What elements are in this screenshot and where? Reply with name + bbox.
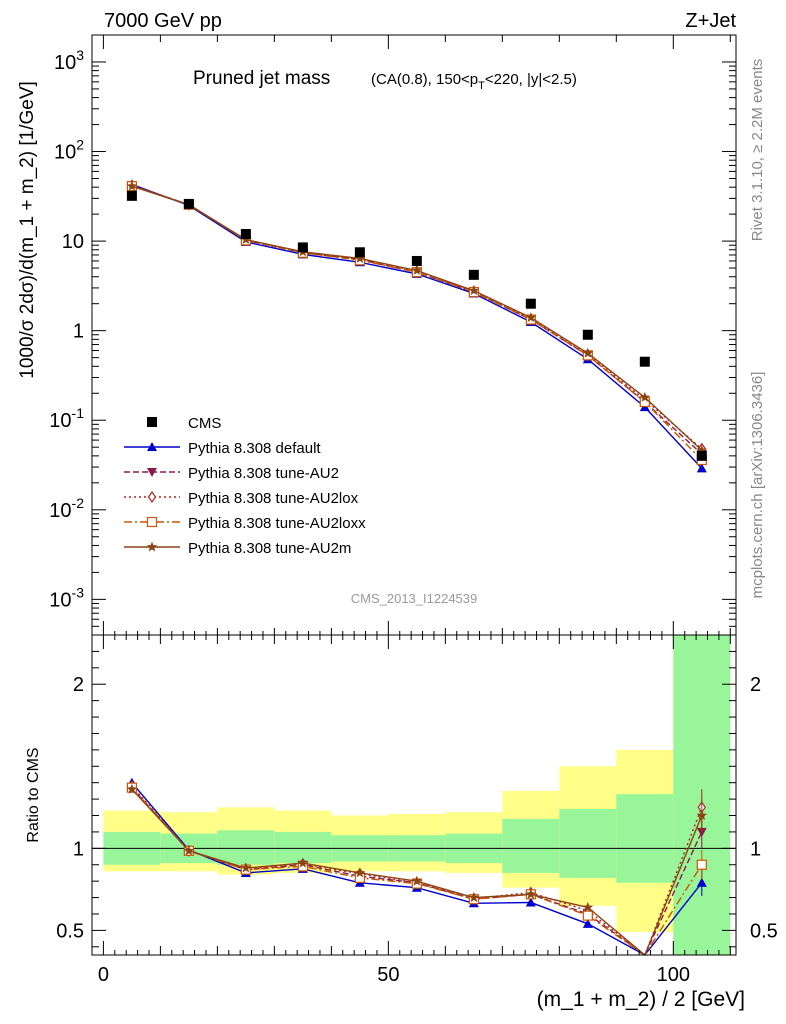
ratio-point-4-1 [183,845,195,856]
cms-point-2 [240,229,251,240]
ratio-ytick-label-right-0: 0.5 [750,920,778,942]
ratio-ytick-label-left-0: 0.5 [56,920,84,942]
main-point-4-8 [582,347,594,358]
ratio-point-4-2 [240,862,252,873]
cms-point-10 [696,450,707,461]
ratio-point-0-8 [582,918,593,928]
legend-label-1: Pythia 8.308 default [188,440,321,457]
main-point-4-9 [639,391,650,402]
cms-point-6 [468,269,479,280]
ratio-frame [91,634,737,956]
x-tick-label-1: 50 [377,964,399,986]
legend-marker-cms [147,417,157,427]
main-ytick-label-5: 102 [54,137,84,164]
ratio-point-4-5 [411,875,423,886]
legend-label-4: Pythia 8.308 tune-AU2loxx [188,515,366,532]
ratio-point-4-7 [525,888,537,899]
legend-marker-4 [146,516,158,528]
mcplots-label: mcplots.cern.ch [arXiv:1306.3436] [749,372,766,599]
cms-point-7 [525,298,536,309]
ratio-band-inner-8 [559,808,617,878]
cms-point-1 [183,198,194,209]
ratio-point-3-8 [582,910,593,921]
ratio-line-3 [131,787,703,956]
legend-marker-5 [146,541,158,552]
ratio-band-inner-7 [502,818,560,873]
main-point-4-4 [354,253,366,263]
main-ytick-label-1: 10-2 [49,495,84,522]
ratio-panel: 0.5 0.5 1 1 2 2 0 50 100 Ratio to CMS (m_1 + m_… [25,634,778,1011]
ratio-point-4-4 [354,867,366,878]
main-watermark: CMS_2013_I1224539 [351,591,478,606]
main-line-3 [131,185,703,461]
main-point-4-6 [468,285,480,296]
ratio-band-inner-2 [217,830,275,865]
main-ytick-label-0: 10-3 [49,584,84,611]
rivet-label: Rivet 3.1.10, ≥ 2.2M events [749,59,766,242]
legend-label-5: Pythia 8.308 tune-AU2m [188,540,351,557]
ratio-point-1-10 [696,827,707,837]
cms-point-9 [639,356,650,367]
main-point-4-10 [696,444,707,455]
ratio-point-4-10 [696,810,707,820]
main-ytick-label-6: 103 [54,47,84,74]
legend-label-0: CMS [188,415,221,432]
main-title-text: Pruned jet mass [193,68,330,89]
ratio-point-4-3 [297,857,309,868]
main-point-4-7 [525,312,537,322]
main-point-0-10 [696,463,707,473]
main-line-2 [131,184,703,450]
legend: CMS Pythia 8.308 default Pythia 8.308 tune… [124,415,366,557]
cms-point-3 [297,242,308,253]
main-ytick-label-2: 10-1 [49,405,84,432]
legend-label-2: Pythia 8.308 tune-AU2 [188,465,339,482]
main-point-4-5 [411,265,423,275]
ratio-point-0-10 [696,877,707,887]
main-ytick-label-4: 10 [62,231,84,253]
main-line-4 [131,185,703,451]
main-point-4-2 [240,234,252,244]
legend-label-3: Pythia 8.308 tune-AU2lox [188,490,359,507]
main-title: Pruned jet mass [193,68,330,89]
ratio-point-3-10 [696,859,707,870]
ratio-ytick-label-left-2: 2 [73,674,84,696]
legend-marker-3 [147,490,157,504]
main-subtitle: (CA(0.8), 150<pT<220, |y|<2.5) [371,71,577,92]
main-point-4-0 [126,180,138,191]
ratio-ytick-label-right-2: 2 [750,674,761,696]
x-tick-label-2: 100 [657,964,690,986]
ratio-point-4-6 [468,892,480,902]
cms-point-4 [354,247,365,258]
main-ytick-label-3: 1 [73,321,84,343]
ratio-point-4-0 [126,783,138,794]
ratio-ytick-label-left-1: 1 [73,838,84,860]
cms-point-5 [411,255,422,266]
legend-marker-2 [147,468,157,477]
legend-marker-1 [147,442,157,451]
cms-point-0 [126,190,137,201]
header-right: Z+Jet [685,10,736,32]
header-left: 7000 GeV pp [104,10,222,32]
x-axis-label: (m_1 + m_2) / 2 [GeV] [537,988,745,1011]
main-panel: 10-3 10-2 10-1 1 10 102 103 Pruned jet mass (C… [17,34,737,636]
main-line-1 [131,184,703,455]
ratio-band-inner-9 [616,794,674,883]
cms-point-8 [582,329,593,340]
main-ylabel: 1000/σ 2dσ)/d(m_1 + m_2) [1/GeV] [17,81,38,379]
x-tick-label-0: 0 [98,964,109,986]
ratio-ytick-label-right-1: 1 [750,838,761,860]
ratio-point-4-8 [582,901,594,912]
ratio-point-0-7 [525,897,536,907]
ratio-ylabel: Ratio to CMS [25,747,42,842]
